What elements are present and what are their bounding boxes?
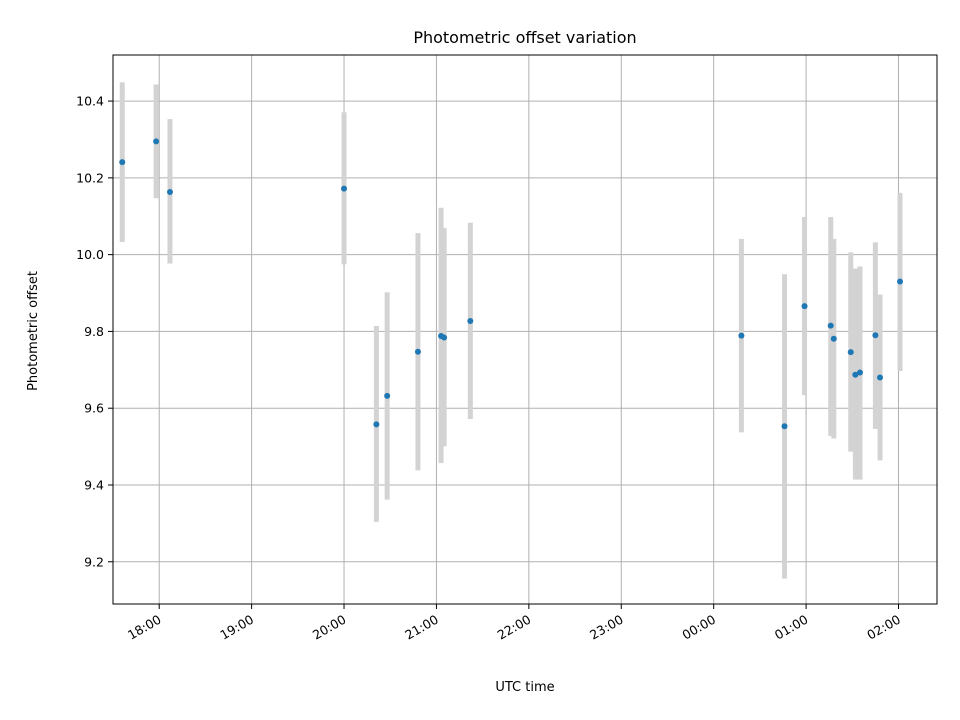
data-point (341, 185, 348, 192)
y-tick-label: 10.2 (76, 170, 104, 185)
y-tick-label: 9.6 (84, 401, 104, 416)
data-point (847, 349, 854, 356)
data-point (384, 392, 391, 399)
data-point (119, 159, 126, 166)
errorbar-layer (119, 82, 903, 579)
data-point (877, 374, 884, 381)
data-point (897, 278, 904, 285)
x-tick-label: 00:00 (679, 612, 718, 643)
x-tick-label: 19:00 (217, 612, 256, 643)
x-tick-label: 21:00 (402, 612, 441, 643)
data-point (414, 348, 421, 355)
y-tick-label: 9.2 (84, 554, 104, 569)
data-point (153, 138, 160, 145)
y-tick-label: 10.0 (76, 247, 104, 262)
y-axis-label: Photometric offset (26, 271, 41, 391)
point-layer (119, 138, 904, 430)
data-point (166, 189, 173, 196)
y-tick-label: 9.4 (84, 477, 104, 492)
data-point (441, 334, 448, 341)
data-point (801, 303, 808, 310)
y-tick-layer: 9.2 9.4 9.6 9.8 10.0 10.2 10.4 (76, 94, 113, 569)
x-tick-label: 23:00 (587, 612, 626, 643)
x-tick-label: 22:00 (495, 612, 534, 643)
data-point (856, 369, 863, 376)
data-point (872, 332, 879, 339)
data-point (373, 421, 380, 428)
data-point (738, 332, 745, 339)
x-tick-label: 01:00 (772, 612, 811, 643)
x-tick-label: 18:00 (125, 612, 164, 643)
y-tick-label: 9.8 (84, 324, 104, 339)
plot-frame (112, 54, 938, 605)
data-point (827, 322, 834, 329)
chart-title: Photometric offset variation (413, 28, 636, 47)
x-tick-label: 20:00 (310, 612, 349, 643)
data-point (830, 335, 837, 342)
data-point (781, 423, 788, 430)
x-axis-label: UTC time (495, 680, 554, 695)
data-point (852, 371, 859, 378)
x-tick-label: 02:00 (864, 612, 903, 643)
data-point (467, 318, 474, 325)
y-tick-label: 10.4 (76, 94, 104, 109)
x-tick-layer: 18:00 19:00 20:00 21:00 22:00 23:00 00:00 01:00… (125, 604, 903, 643)
grid-layer (113, 55, 937, 604)
